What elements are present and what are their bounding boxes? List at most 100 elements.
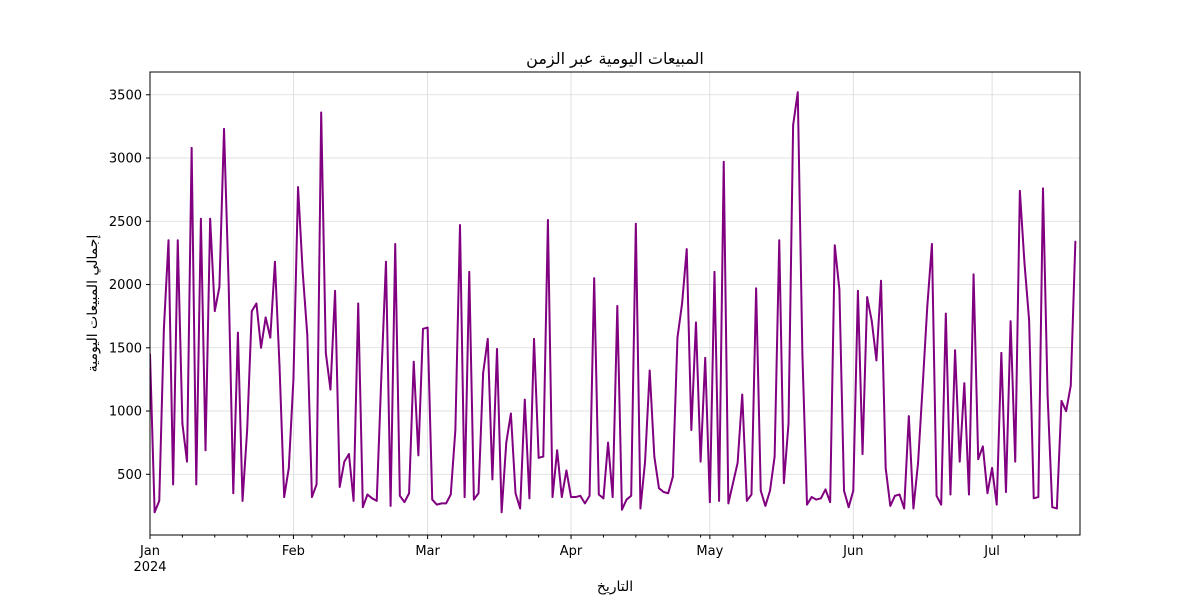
plot-area-frame: [149, 71, 1081, 536]
data-point: [588, 494, 591, 497]
data-point: [315, 483, 318, 486]
data-point: [463, 496, 466, 498]
data-point: [491, 478, 494, 481]
data-point: [736, 461, 739, 464]
data-point: [977, 458, 980, 460]
data-point: [653, 455, 656, 458]
data-point: [366, 493, 369, 496]
data-point: [435, 503, 438, 506]
data-point: [204, 449, 207, 452]
data-point: [209, 217, 212, 220]
data-point: [417, 454, 420, 457]
data-point: [778, 239, 781, 242]
data-point: [681, 302, 683, 305]
data-point: [482, 372, 485, 374]
data-point: [371, 497, 373, 500]
data-point: [181, 422, 184, 425]
x-tick-label: Apr: [560, 544, 583, 559]
data-point: [574, 496, 577, 498]
x-tick-label: May: [696, 544, 723, 559]
data-point: [324, 351, 327, 354]
data-point: [940, 503, 943, 506]
y-tick-label: 1000: [109, 405, 142, 420]
data-point: [829, 501, 832, 504]
data-point: [389, 505, 392, 507]
data-point: [514, 492, 517, 495]
data-point: [264, 316, 267, 319]
data-point: [1051, 506, 1054, 509]
x-tick-label: Mar: [415, 544, 440, 559]
data-point: [223, 128, 225, 130]
data-point: [750, 493, 753, 496]
data-point: [676, 336, 679, 339]
data-point: [454, 429, 457, 431]
data-point: [176, 239, 179, 242]
data-point: [403, 501, 406, 504]
data-point: [329, 388, 332, 391]
data-point: [523, 398, 526, 401]
data-point: [847, 506, 850, 509]
data-point: [611, 496, 614, 498]
data-point: [255, 302, 258, 305]
y-tick-label: 2500: [109, 215, 142, 230]
data-point: [533, 338, 535, 340]
data-point: [695, 321, 697, 324]
data-point: [722, 160, 725, 163]
series-layer: [150, 91, 1077, 514]
data-point: [602, 497, 605, 500]
data-point: [935, 494, 938, 497]
data-point: [468, 270, 471, 273]
data-point: [218, 286, 221, 288]
data-point: [644, 460, 646, 463]
data-point: [870, 320, 873, 323]
data-point: [579, 494, 582, 497]
data-point: [792, 124, 795, 127]
data-point: [422, 327, 424, 330]
data-point: [510, 412, 512, 415]
data-point: [926, 305, 929, 307]
data-point: [607, 441, 609, 444]
data-point: [764, 505, 767, 507]
y-tick-label: 500: [117, 468, 142, 483]
data-point: [213, 310, 216, 312]
data-point: [621, 508, 623, 511]
data-point: [260, 346, 262, 349]
data-point: [1042, 187, 1044, 190]
data-point: [671, 475, 674, 478]
y-tick-label: 3500: [109, 88, 142, 103]
data-point: [1060, 400, 1063, 402]
data-point: [1028, 319, 1030, 321]
data-point: [361, 506, 364, 509]
data-point: [704, 357, 707, 359]
data-point: [685, 248, 688, 251]
data-point: [352, 499, 355, 502]
data-point: [732, 482, 734, 485]
y-tick-label: 2000: [109, 278, 142, 293]
data-point: [551, 496, 554, 498]
data-point: [838, 288, 841, 291]
data-point: [662, 491, 665, 493]
data-point: [167, 239, 170, 242]
data-point: [505, 441, 508, 444]
y-tick-label: 1500: [109, 341, 142, 356]
data-point: [412, 360, 415, 363]
data-point: [958, 460, 961, 463]
data-point: [385, 260, 387, 263]
data-point: [741, 393, 744, 396]
data-point: [759, 489, 762, 492]
data-point: [158, 499, 161, 502]
x-tick-label: Jan: [139, 544, 160, 559]
data-point: [1018, 190, 1021, 192]
data-point: [972, 273, 975, 276]
data-point: [334, 289, 336, 292]
data-point: [338, 486, 341, 488]
data-point: [398, 494, 401, 497]
data-point: [616, 305, 619, 307]
data-point: [556, 449, 559, 452]
data-point: [648, 369, 651, 372]
data-point: [796, 91, 799, 94]
data-point: [237, 331, 239, 334]
data-point: [690, 429, 693, 431]
